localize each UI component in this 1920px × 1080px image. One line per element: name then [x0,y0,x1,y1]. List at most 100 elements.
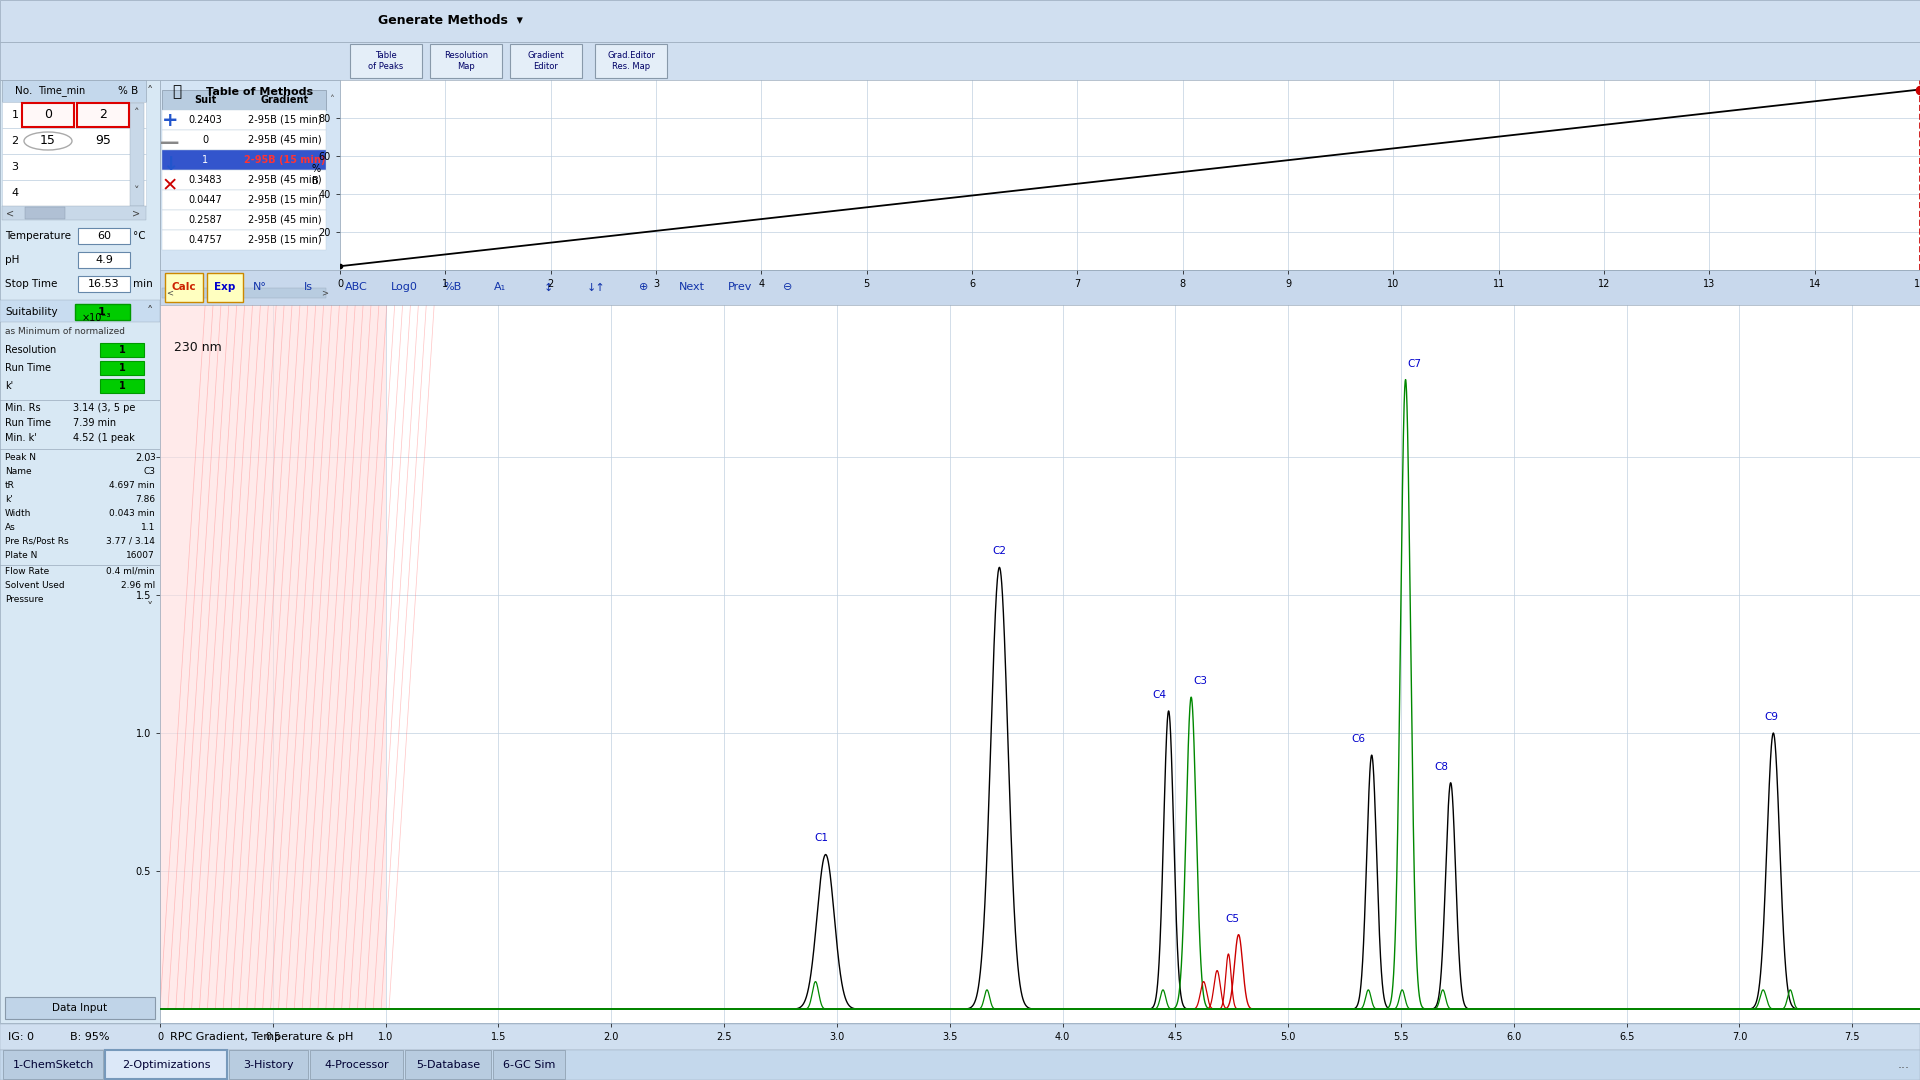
Text: 0.043 min: 0.043 min [109,509,156,517]
Text: Resolution: Resolution [6,345,56,355]
Text: Table
of Peaks: Table of Peaks [369,51,403,70]
FancyBboxPatch shape [0,300,159,322]
Text: Temperature: Temperature [6,231,71,241]
FancyBboxPatch shape [79,252,131,268]
Text: 3-History: 3-History [244,1059,294,1070]
Text: Peak N: Peak N [6,453,36,461]
FancyBboxPatch shape [161,210,326,230]
FancyBboxPatch shape [161,288,326,298]
FancyBboxPatch shape [161,130,326,150]
Text: Exp: Exp [215,283,236,293]
Text: Flow Rate: Flow Rate [6,567,50,576]
FancyBboxPatch shape [161,230,326,249]
Text: RPC Gradient, Temperature & pH: RPC Gradient, Temperature & pH [171,1032,353,1042]
Text: A₁: A₁ [493,283,507,293]
Text: Gradient: Gradient [261,95,309,105]
Text: ...: ... [1899,1058,1910,1071]
Text: ⊖: ⊖ [783,283,793,293]
Text: Is: Is [303,283,313,293]
Text: 1.1: 1.1 [140,523,156,531]
Text: 1: 1 [202,156,207,165]
Text: Grad.Editor
Res. Map: Grad.Editor Res. Map [607,51,655,70]
Text: as Minimum of normalized: as Minimum of normalized [6,327,125,337]
Text: 16007: 16007 [127,551,156,559]
Text: >: > [321,288,328,297]
Text: 0: 0 [202,135,207,145]
Text: As: As [6,523,15,531]
Text: 0.2587: 0.2587 [188,215,223,225]
Text: Suit: Suit [194,95,217,105]
Text: 2-95B (15 min): 2-95B (15 min) [244,156,326,165]
Text: 🔒: 🔒 [173,84,180,99]
Text: 3.14 (3, 5 pe: 3.14 (3, 5 pe [73,403,136,413]
FancyBboxPatch shape [161,90,326,110]
FancyBboxPatch shape [2,80,146,102]
Text: C2: C2 [993,546,1006,556]
FancyBboxPatch shape [0,1024,1920,1050]
Text: pH: pH [6,255,19,265]
Text: 1: 1 [119,381,125,391]
Text: 0.3483: 0.3483 [188,175,223,185]
FancyBboxPatch shape [0,42,1920,80]
FancyBboxPatch shape [4,1050,104,1079]
FancyBboxPatch shape [2,129,146,154]
Text: ˄: ˄ [330,95,334,105]
Text: ✕: ✕ [161,176,179,195]
FancyBboxPatch shape [595,44,666,78]
FancyBboxPatch shape [75,303,131,320]
Text: 1: 1 [12,110,19,120]
Text: 0.2403: 0.2403 [188,114,223,125]
Text: 1: 1 [119,345,125,355]
FancyBboxPatch shape [2,180,146,206]
Text: 1: 1 [119,363,125,373]
FancyBboxPatch shape [77,103,129,127]
Text: ˄: ˄ [134,108,140,118]
Text: 2-95B (45 min): 2-95B (45 min) [248,135,323,145]
Text: ⊕: ⊕ [639,283,649,293]
Text: B: 95%: B: 95% [69,1032,109,1042]
Text: 0.0447: 0.0447 [188,195,223,205]
FancyBboxPatch shape [161,150,326,170]
Text: 0.4757: 0.4757 [188,235,223,245]
Text: 1-ChemSketch: 1-ChemSketch [13,1059,94,1070]
Text: Gradient
Editor: Gradient Editor [528,51,564,70]
Text: 2-95B (15 min): 2-95B (15 min) [248,235,323,245]
Text: 4.697 min: 4.697 min [109,481,156,489]
FancyBboxPatch shape [207,273,244,302]
Text: C6: C6 [1352,734,1365,744]
FancyBboxPatch shape [430,44,501,78]
FancyBboxPatch shape [25,207,65,219]
Text: C9: C9 [1764,712,1778,723]
Text: k': k' [6,495,13,503]
Text: Width: Width [6,509,31,517]
Text: °C: °C [132,231,146,241]
Text: Suitability: Suitability [6,307,58,318]
Text: 2-95B (45 min): 2-95B (45 min) [248,175,323,185]
Text: ˅: ˅ [146,600,154,613]
Text: % B: % B [117,86,138,96]
Text: C8: C8 [1434,761,1450,772]
Text: C1: C1 [814,834,828,843]
Text: ˄: ˄ [146,84,154,97]
Text: 2-95B (15 min): 2-95B (15 min) [248,114,323,125]
Text: 2-95B (15 min): 2-95B (15 min) [248,195,323,205]
Text: %B: %B [444,283,461,293]
FancyBboxPatch shape [511,44,582,78]
Text: 2-95B (45 min): 2-95B (45 min) [248,215,323,225]
FancyBboxPatch shape [79,276,131,292]
Text: Solvent Used: Solvent Used [6,581,65,590]
Text: Run Time: Run Time [6,418,52,428]
Text: —: — [159,133,180,151]
Text: ↓: ↓ [161,154,179,174]
Text: 60: 60 [98,231,111,241]
Text: ×10⁻³: ×10⁻³ [83,313,111,323]
Text: 7.39 min: 7.39 min [73,418,115,428]
Text: C5: C5 [1225,914,1238,923]
FancyBboxPatch shape [131,103,144,206]
Text: ˅: ˅ [134,186,140,195]
Text: ABC: ABC [344,283,367,293]
Text: tR: tR [6,481,15,489]
Text: Next: Next [680,283,705,293]
FancyBboxPatch shape [228,1050,309,1079]
FancyBboxPatch shape [100,361,144,375]
